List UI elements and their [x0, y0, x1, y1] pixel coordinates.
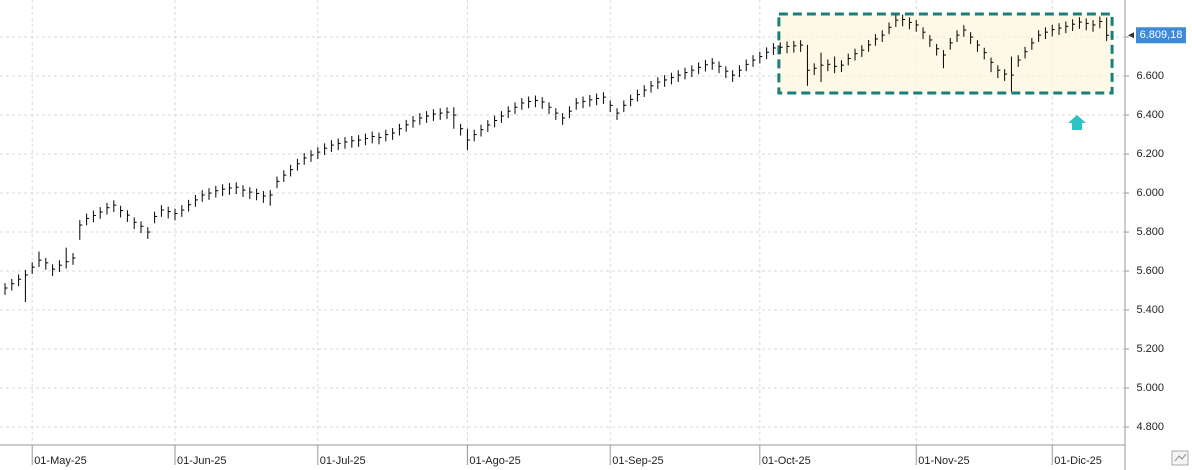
- x-tick-label: 01-Nov-25: [918, 455, 969, 467]
- x-tick-label: 01-Dic-25: [1054, 455, 1102, 467]
- corner-icon[interactable]: [1171, 450, 1189, 466]
- y-tick-label: 5.000: [1136, 382, 1164, 394]
- last-price-box: [1136, 27, 1186, 44]
- x-tick-label: 01-Jun-25: [177, 455, 227, 467]
- x-tick-label: 01-Ago-25: [469, 455, 520, 467]
- arrow-up: [1068, 115, 1086, 130]
- y-tick-label: 5.400: [1136, 304, 1164, 316]
- y-tick-label: 6.200: [1136, 148, 1164, 160]
- x-tick-label: 01-May-25: [34, 455, 87, 467]
- y-tick-label: 6.000: [1136, 187, 1164, 199]
- corner-icon-glyph: [1174, 453, 1187, 462]
- plot: [4, 12, 1114, 303]
- last-price-label: 6.809,18: [1140, 29, 1183, 41]
- y-tick-label: 5.200: [1136, 343, 1164, 355]
- y-tick-label: 5.800: [1136, 226, 1164, 238]
- last-price-pointer: [1128, 32, 1134, 39]
- x-tick-label: 01-Jul-25: [320, 455, 366, 467]
- annotation-box: [777, 12, 1114, 95]
- y-tick-label: 4.800: [1136, 421, 1164, 433]
- y-tick-label: 6.600: [1136, 70, 1164, 82]
- y-tick-label: 5.600: [1136, 265, 1164, 277]
- y-tick-label: 6.400: [1136, 109, 1164, 121]
- x-tick-label: 01-Oct-25: [762, 455, 811, 467]
- x-tick-label: 01-Sep-25: [612, 455, 663, 467]
